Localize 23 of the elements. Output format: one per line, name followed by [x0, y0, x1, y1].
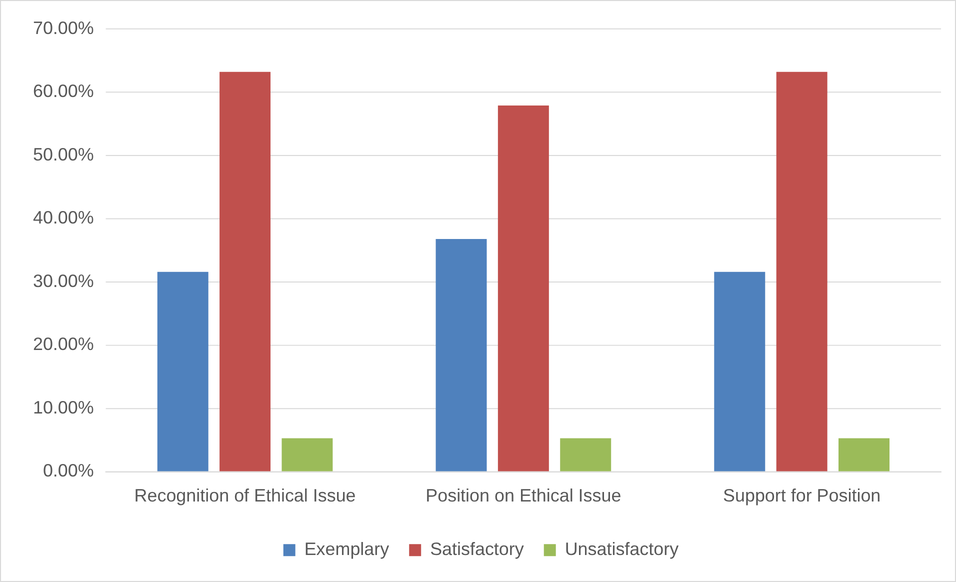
y-tick-label: 0.00%: [42, 460, 94, 481]
y-tick-label: 10.00%: [32, 397, 94, 418]
legend-label: Exemplary: [304, 539, 390, 560]
bar: [282, 438, 333, 472]
bar: [776, 72, 828, 472]
y-tick-label: 60.00%: [32, 81, 94, 102]
bar: [157, 272, 208, 472]
legend-label: Unsatisfactory: [564, 539, 679, 560]
y-tick-label: 70.00%: [32, 18, 94, 38]
x-tick-label: Position on Ethical Issue: [426, 485, 622, 506]
legend-label: Satisfactory: [430, 539, 524, 560]
bar: [220, 72, 271, 472]
y-tick-label: 30.00%: [32, 270, 94, 291]
bar: [714, 272, 766, 472]
x-tick-label: Support for Position: [723, 485, 881, 506]
bar: [436, 238, 487, 472]
x-tick-label: Recognition of Ethical Issue: [134, 485, 356, 506]
y-tick-label: 20.00%: [32, 334, 94, 354]
bar: [838, 438, 890, 472]
y-tick-label: 50.00%: [32, 144, 94, 164]
y-tick-label: 40.00%: [32, 208, 94, 228]
bar: [560, 438, 612, 472]
bar: [498, 105, 549, 472]
